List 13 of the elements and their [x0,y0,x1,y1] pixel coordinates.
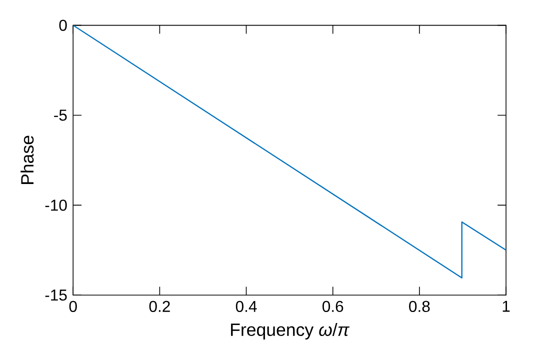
x-tick-label: 0.2 [149,300,170,312]
x-tick-label: 0 [69,300,77,312]
x-tick-label: 1 [502,300,510,312]
y-tick-label: 0 [59,20,67,31]
x-tick-label: 0.8 [409,300,430,312]
y-tick-label: -5 [54,110,67,121]
y-tick-label: -10 [45,200,67,211]
y-axis-title: Phase [20,136,34,184]
x-tick-label: 0.4 [236,300,257,312]
x-tick-label: 0.6 [322,300,344,312]
x-axis-title: Frequency ω/π [231,323,350,340]
y-tick-label: -15 [45,290,67,301]
line-series [73,25,506,279]
